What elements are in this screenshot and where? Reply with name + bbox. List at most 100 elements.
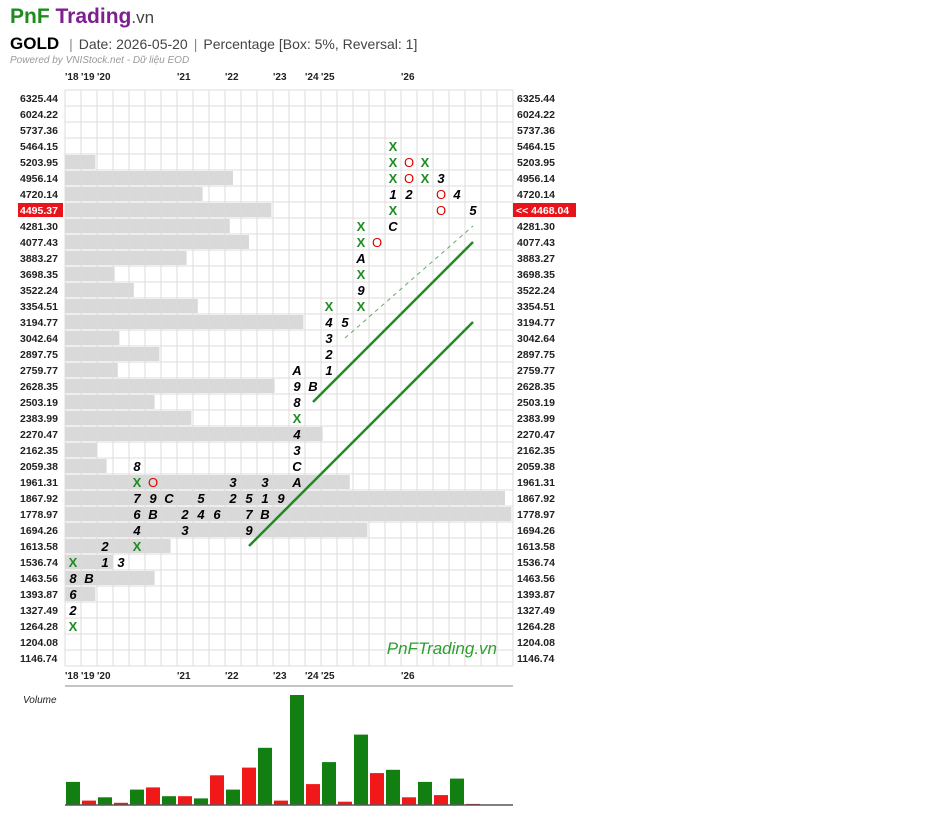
month-marker: 4 [292,427,301,442]
year-label-top: '24 [305,72,319,83]
price-label-right: 5737.36 [517,125,555,137]
month-marker: 2 [100,539,109,554]
year-label-top: '22 [225,72,239,83]
price-label-left: 2383.99 [20,413,58,425]
price-label-left: 4956.14 [20,173,58,185]
month-marker: 9 [357,283,365,298]
price-label-left: 1613.58 [20,541,58,553]
brand-trading: Trading [55,5,132,28]
x-box: X [357,219,366,234]
volume-bar [290,695,304,805]
x-box: X [389,203,398,218]
price-label-right: 3194.77 [517,317,555,329]
price-label-left: 1327.49 [20,605,58,617]
o-box: O [404,155,414,170]
volume-bar [434,795,448,805]
month-marker: 3 [325,331,333,346]
price-label-left: 3883.27 [20,253,58,265]
volume-profile-bar [65,539,171,553]
price-label-right: 1536.74 [517,557,555,569]
volume-bar [306,784,320,805]
volume-label: Volume [23,695,57,706]
month-marker: 5 [245,491,253,506]
month-marker: 1 [261,491,268,506]
price-label-right: 1264.28 [517,621,555,633]
price-label-right: 3883.27 [517,253,555,265]
volume-profile-bar [65,283,134,297]
year-label-top: '21 [177,72,191,83]
date-label: Date: 2026-05-20 [78,36,188,52]
price-label-right: 1463.56 [517,573,555,585]
brand-tld: .vn [131,8,155,27]
x-box: X [357,299,366,314]
volume-bar [354,734,368,805]
volume-profile-bar [65,523,368,537]
price-label-left: 2628.35 [20,381,58,393]
price-label-right: 2162.35 [517,445,555,457]
volume-bar [322,762,336,805]
x-box: X [389,155,398,170]
price-label-left: 3354.51 [20,301,58,313]
volume-bar [210,775,224,805]
month-marker: 3 [229,475,237,490]
year-label-bottom: '25 [321,671,335,682]
chart-header: GOLD | Date: 2026-05-20 | Percentage [Box: 5… [10,34,417,54]
month-marker: B [260,507,269,522]
price-label-left: 3698.35 [20,269,58,281]
price-label-right: 1961.31 [517,477,555,489]
year-label-bottom: '26 [401,671,415,682]
last-price-right: << 4468.04 [516,205,569,217]
month-marker: 1 [101,555,108,570]
price-label-left: 6325.44 [20,93,58,105]
price-label-left: 5203.95 [20,157,58,169]
separator: | [69,36,73,52]
volume-profile-bar [65,411,192,425]
method-label: Percentage [Box: 5%, Reversal: 1] [203,36,418,52]
volume-profile-bar [65,459,107,473]
volume-profile-bar [65,315,304,329]
month-marker: 6 [133,507,141,522]
year-label-bottom: '21 [177,671,191,682]
volume-profile-bar [65,379,275,393]
price-label-right: 1204.08 [517,637,555,649]
x-box: X [293,411,302,426]
volume-profile-bar [65,475,350,489]
month-marker: A [291,475,301,490]
volume-profile-bar [65,251,187,265]
watermark: PnFTrading.vn [387,639,497,658]
month-marker: 1 [325,363,332,378]
price-label-left: 1264.28 [20,621,58,633]
year-label-top: '26 [401,72,415,83]
month-marker: 9 [293,379,301,394]
month-marker: 5 [469,203,477,218]
month-marker: 2 [68,603,77,618]
month-marker: 2 [404,187,413,202]
price-label-right: 2503.19 [517,397,555,409]
volume-bar [226,789,240,805]
volume-profile-bar [65,235,249,249]
volume-bar [402,797,416,805]
price-label-right: 6325.44 [517,93,555,105]
price-label-left: 2759.77 [20,365,58,377]
last-price-left: 4495.37 [20,205,58,217]
year-label-bottom: '19 [81,671,95,682]
month-marker: 8 [133,459,141,474]
month-marker: 4 [132,523,141,538]
month-marker: C [388,219,398,234]
volume-profile-bar [65,171,233,185]
volume-bar [82,800,96,805]
month-marker: 2 [324,347,333,362]
volume-profile-bar [65,587,96,601]
year-label-top: '19 [81,72,95,83]
price-label-right: 3354.51 [517,301,555,313]
month-marker: 6 [213,507,221,522]
price-label-left: 1536.74 [20,557,58,569]
price-label-left: 3194.77 [20,317,58,329]
month-marker: B [148,507,157,522]
price-label-right: 2897.75 [517,349,555,361]
volume-bar [418,781,432,805]
month-marker: C [292,459,302,474]
trendline [248,321,474,547]
volume-bar [274,800,288,805]
